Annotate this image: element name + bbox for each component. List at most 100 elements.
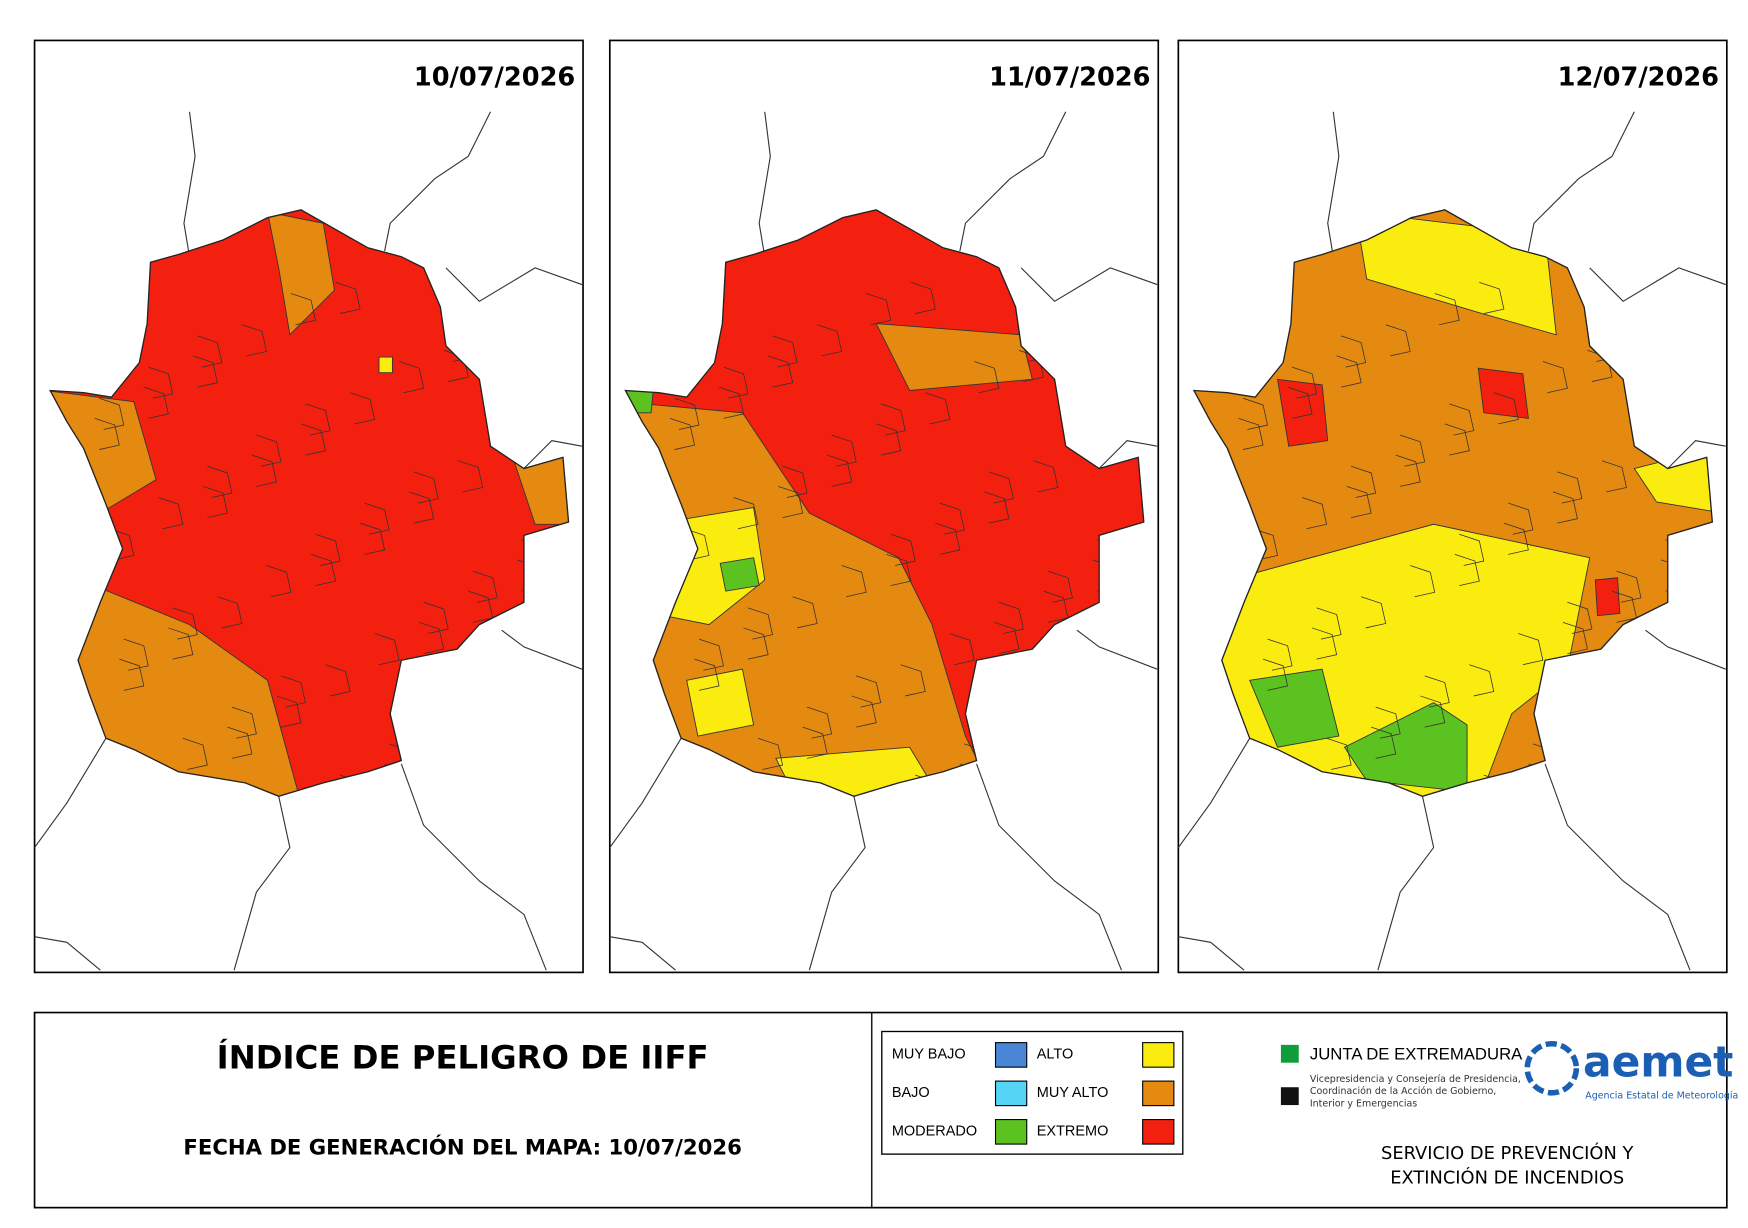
map-panel: 10/07/2026: [33, 39, 584, 974]
municipality-border: [1385, 324, 1411, 357]
municipality-border: [315, 533, 341, 566]
country-border: [233, 796, 291, 971]
municipality-border: [827, 454, 853, 487]
municipality-border: [1400, 434, 1426, 467]
municipality-border: [1340, 335, 1367, 368]
municipality-border: [207, 465, 233, 498]
junta-subtitle: Coordinación de la Acción de Gobierno,: [1310, 1086, 1496, 1097]
map-date: 10/07/2026: [414, 62, 575, 92]
service-name: SERVICIO DE PREVENCIÓN Y: [1381, 1142, 1633, 1164]
municipality-border: [1361, 596, 1387, 629]
legend-frame: [881, 1030, 1184, 1155]
municipality-border: [217, 596, 243, 629]
municipality-border: [1336, 355, 1362, 388]
municipality-border: [684, 528, 710, 561]
country-border: [1098, 440, 1158, 469]
danger-zones: [625, 267, 1143, 797]
municipality-border: [988, 471, 1014, 504]
footer-title: ÍNDICE DE PELIGRO DE IIFF: [217, 1038, 709, 1076]
municipality-border: [419, 621, 445, 654]
municipality-border: [413, 471, 439, 504]
danger-zone: [1594, 577, 1621, 617]
municipality-border: [925, 392, 951, 425]
country-border: [959, 111, 1067, 252]
legend-label: ALTO: [1037, 1047, 1074, 1063]
legend-swatch: [994, 1119, 1028, 1145]
danger-zone: [719, 557, 760, 592]
municipality-border: [1252, 528, 1279, 561]
region-outline: [624, 209, 1145, 797]
municipality-border: [747, 607, 774, 640]
municipality-border: [1542, 361, 1568, 394]
municipality-border: [1567, 601, 1593, 634]
generation-date: FECHA DE GENERACIÓN DEL MAPA: 10/07/2026: [183, 1135, 741, 1160]
legend-swatch: [994, 1042, 1028, 1068]
municipality-border: [1326, 737, 1352, 770]
municipality-border: [994, 621, 1020, 654]
municipality-border: [856, 675, 882, 708]
municipality-border: [767, 355, 794, 388]
municipality-border: [374, 633, 400, 666]
municipality-border: [276, 695, 302, 728]
municipality-border: [148, 366, 174, 399]
municipality-border: [1444, 423, 1470, 456]
municipality-border: [1287, 386, 1313, 419]
map-date: 11/07/2026: [989, 62, 1150, 92]
municipality-border: [1611, 590, 1637, 623]
country-border: [445, 267, 583, 303]
municipality-border: [290, 293, 316, 326]
municipality-border: [1316, 607, 1342, 640]
country-border: [1177, 738, 1251, 848]
legend-label: BAJO: [892, 1085, 930, 1101]
municipality-border: [974, 361, 1000, 394]
municipality-border: [998, 601, 1024, 634]
country-border: [34, 936, 101, 971]
country-border: [1178, 936, 1245, 971]
municipality-border: [1311, 627, 1338, 660]
municipality-border: [733, 497, 759, 530]
junta-logo-mark-dark: [1280, 1087, 1299, 1106]
municipality-border: [880, 403, 906, 436]
municipality-border: [1291, 366, 1318, 399]
junta-subtitle: Interior y Emergencias: [1310, 1098, 1417, 1109]
municipality-border: [939, 502, 965, 535]
municipality-border: [227, 726, 253, 759]
municipality-border: [472, 570, 498, 603]
aemet-subtitle: Agencia Estatal de Meteorología: [1585, 1091, 1738, 1102]
municipality-border: [669, 417, 695, 450]
municipality-border: [109, 528, 135, 561]
danger-zone: [1277, 378, 1329, 447]
municipality-border: [866, 293, 892, 326]
municipality-border: [674, 397, 700, 430]
municipality-border: [1346, 485, 1372, 518]
municipality-border: [99, 397, 125, 430]
municipality-border: [325, 664, 351, 697]
municipality-border: [256, 434, 282, 467]
country-border: [609, 936, 676, 971]
region-outline: [49, 209, 570, 797]
municipality-border: [1562, 621, 1588, 654]
country-border: [183, 111, 196, 257]
country-border: [609, 738, 682, 848]
danger-zone: [1249, 668, 1340, 748]
municipality-border: [143, 386, 169, 419]
municipality-border: [782, 465, 808, 498]
municipality-border: [1395, 454, 1421, 487]
municipality-border: [806, 706, 833, 739]
municipality-border: [300, 423, 326, 456]
municipality-border: [468, 590, 494, 623]
municipality-border: [1262, 658, 1289, 691]
country-border: [1667, 440, 1726, 469]
municipality-border: [310, 553, 337, 586]
country-border: [1645, 629, 1726, 670]
municipality-border: [886, 553, 912, 586]
legend: MUY BAJO BAJO MODERADO ALTO MUY ALTO EXTREMO: [892, 1042, 1175, 1145]
danger-zone: [1477, 367, 1529, 419]
junta-name: JUNTA DE EXTREMADURA: [1310, 1044, 1523, 1063]
municipality-border: [851, 695, 877, 728]
municipality-border: [1410, 565, 1436, 598]
municipality-border: [778, 485, 804, 518]
country-border: [808, 796, 866, 971]
map-panel: 11/07/2026: [608, 39, 1160, 974]
